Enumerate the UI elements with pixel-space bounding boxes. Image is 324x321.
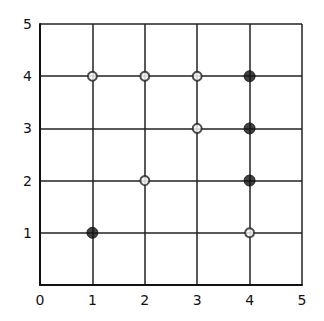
svg-text:5: 5	[298, 292, 307, 308]
svg-text:4: 4	[245, 292, 254, 308]
svg-text:1: 1	[88, 292, 97, 308]
svg-text:1: 1	[23, 225, 32, 241]
svg-text:2: 2	[23, 173, 32, 189]
svg-text:3: 3	[23, 120, 32, 136]
svg-text:4: 4	[23, 68, 32, 84]
svg-text:0: 0	[36, 292, 45, 308]
svg-text:2: 2	[140, 292, 149, 308]
svg-text:5: 5	[23, 16, 32, 32]
svg-text:3: 3	[193, 292, 202, 308]
